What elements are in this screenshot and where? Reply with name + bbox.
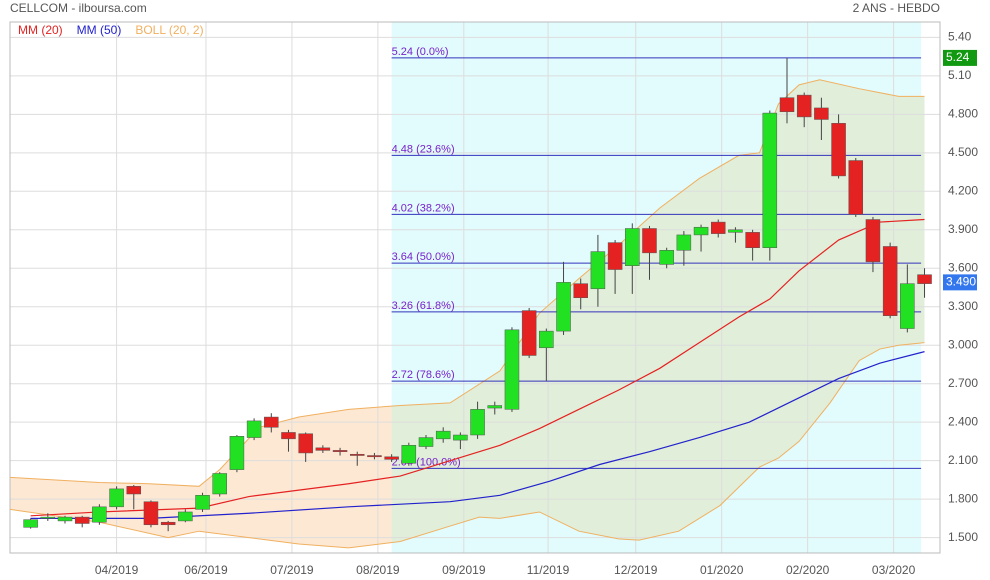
- x-tick-label: 07/2019: [270, 563, 314, 577]
- price-badge-label: 5.24: [946, 50, 970, 64]
- candle-body: [693, 226, 709, 236]
- candle-body: [814, 107, 829, 120]
- price-badge: [943, 274, 977, 291]
- x-tick-label: 12/2019: [614, 563, 658, 577]
- candle-body: [349, 453, 365, 456]
- x-tick-label: 08/2019: [356, 563, 400, 577]
- candle-body: [367, 455, 382, 458]
- candle-body: [900, 283, 915, 329]
- candle-body: [178, 511, 193, 522]
- candle-body: [74, 516, 90, 524]
- legend-entry: MM (20): [18, 23, 63, 37]
- candle-body: [143, 501, 159, 526]
- y-tick-label: 5.10: [948, 68, 972, 82]
- candle-body: [435, 430, 451, 440]
- chart-title: CELLCOM - ilboursa.com: [10, 1, 147, 15]
- fib-label: 2.72 (78.6%): [392, 369, 455, 381]
- candle-body: [625, 228, 640, 266]
- chart-subtitle: 2 ANS - HEBDO: [853, 1, 940, 15]
- candle-body: [831, 123, 846, 177]
- candle-body: [57, 516, 73, 522]
- legend-entry: BOLL (20, 2): [135, 23, 203, 37]
- x-tick-label: 09/2019: [442, 563, 486, 577]
- candle-body: [470, 409, 485, 436]
- y-tick-label: 2.400: [948, 414, 978, 428]
- candle-body: [384, 456, 399, 460]
- candle-body: [195, 495, 210, 510]
- candle-body: [504, 329, 520, 410]
- candle-body: [796, 94, 812, 118]
- fib-label: 3.26 (61.8%): [392, 300, 455, 312]
- candle-body: [556, 282, 571, 332]
- candle-body: [23, 519, 38, 528]
- candle-body: [779, 97, 795, 113]
- fib-label: 4.02 (38.2%): [392, 202, 455, 214]
- candle-body: [109, 488, 124, 508]
- candle-body: [229, 436, 245, 470]
- candle-body: [573, 283, 588, 299]
- candle-body: [642, 228, 657, 254]
- y-tick-label: 3.900: [948, 222, 978, 236]
- x-tick-label: 02/2020: [786, 563, 830, 577]
- candle-body: [160, 521, 176, 526]
- candle-body: [882, 246, 898, 316]
- candle-body: [676, 234, 692, 251]
- moving-average: [30, 218, 925, 517]
- candle-body: [659, 250, 674, 265]
- y-tick-label: 4.800: [948, 107, 978, 121]
- candle-body: [281, 432, 296, 440]
- candle-body: [126, 486, 142, 495]
- y-tick-label: 1.800: [948, 491, 978, 505]
- candle-body: [298, 433, 313, 454]
- candle-body: [917, 274, 932, 284]
- candle-body: [264, 416, 279, 428]
- legend-entry: MM (50): [77, 23, 122, 37]
- candle-body: [539, 330, 554, 349]
- y-tick-label: 3.300: [948, 299, 978, 313]
- candle-body: [607, 242, 623, 270]
- y-tick-label: 4.500: [948, 145, 978, 159]
- candle-body: [92, 506, 107, 523]
- fib-label: 4.48 (23.6%): [392, 143, 455, 155]
- plot-frame: [9, 21, 941, 554]
- candle-body: [487, 405, 503, 409]
- candle-body: [762, 112, 778, 248]
- x-tick-label: 03/2020: [872, 563, 916, 577]
- candle-body: [332, 450, 348, 452]
- candle-body: [865, 219, 881, 263]
- candle-body: [710, 221, 726, 234]
- y-tick-label: 3.000: [948, 337, 978, 351]
- x-tick-label: 04/2019: [95, 563, 139, 577]
- candle-body: [745, 232, 760, 248]
- y-tick-label: 4.200: [948, 183, 978, 197]
- fib-label: 5.24 (0.0%): [392, 46, 449, 58]
- boll-lower: [9, 342, 925, 549]
- y-tick-label: 3.600: [948, 260, 978, 274]
- band-fill: [391, 79, 925, 543]
- candle-body: [728, 229, 743, 233]
- moving-average: [30, 351, 925, 519]
- candle-body: [212, 473, 227, 495]
- candle-body: [401, 445, 417, 464]
- candle-body: [246, 420, 262, 438]
- x-tick-label: 06/2019: [184, 563, 228, 577]
- candle-body: [848, 160, 864, 215]
- candle-body: [453, 434, 468, 441]
- candle-body: [590, 251, 606, 290]
- candle-body: [315, 447, 331, 451]
- price-badge: [943, 49, 977, 66]
- y-tick-label: 5.40: [948, 30, 972, 44]
- candle-body: [40, 516, 56, 519]
- y-tick-label: 2.700: [948, 376, 978, 390]
- x-tick-label: 11/2019: [527, 563, 570, 577]
- x-tick-label: 01/2020: [700, 563, 744, 577]
- price-badge-label: 3.490: [946, 275, 976, 289]
- fib-label: 3.64 (50.0%): [392, 251, 455, 263]
- y-tick-label: 1.500: [948, 530, 978, 544]
- candle-body: [521, 310, 537, 356]
- candle-body: [418, 437, 434, 447]
- y-tick-label: 2.100: [948, 453, 978, 467]
